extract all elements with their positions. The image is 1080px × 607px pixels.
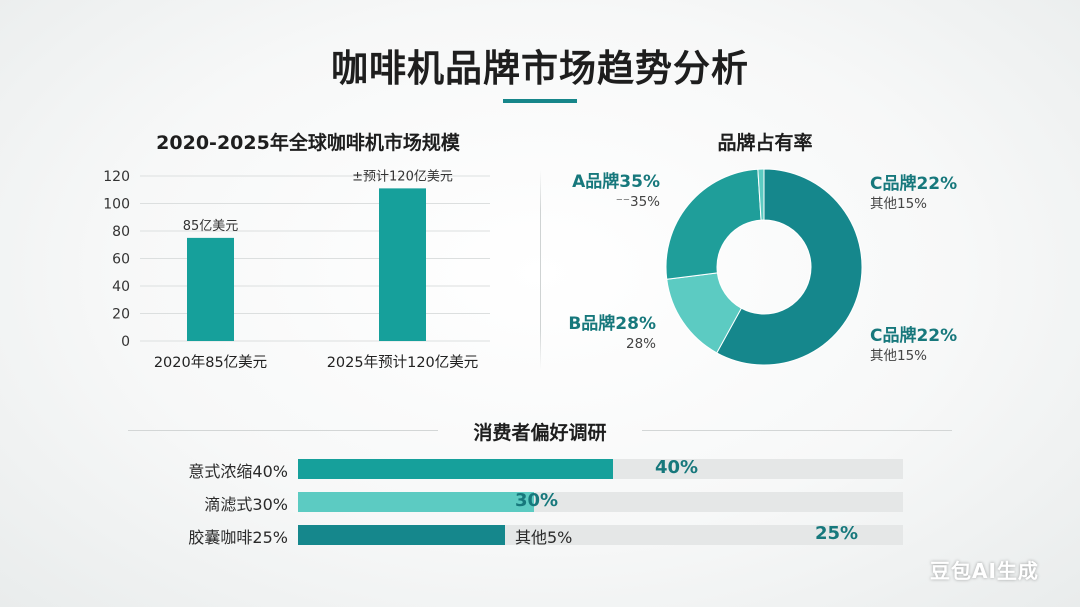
watermark: 豆包AI生成: [930, 559, 1039, 583]
hbar-track: [298, 525, 903, 545]
pie-chart-title: 品牌占有率: [717, 132, 813, 154]
hbar-fill: [298, 459, 613, 479]
y-tick-label: 20: [112, 307, 130, 323]
y-tick-label: 100: [103, 197, 130, 213]
y-tick-label: 0: [121, 334, 130, 350]
section-divider-right: [642, 430, 952, 431]
slice-sublabel: ⁻⁻35%: [616, 194, 660, 210]
slice-label: B品牌28%: [568, 313, 656, 334]
slice-sublabel: 其他15%: [870, 348, 927, 364]
hbar-value-label: 30%: [515, 490, 559, 511]
hbar-value-label: 25%: [815, 523, 859, 544]
bar-data-label: ±预计120亿美元: [352, 169, 453, 184]
survey-title: 消费者偏好调研: [473, 422, 607, 444]
hbar-track: [298, 459, 903, 479]
hbar-category-label: 胶囊咖啡25%: [188, 528, 288, 547]
x-category-label: 2020年85亿美元: [154, 354, 267, 371]
slice-label: C品牌22%: [870, 173, 957, 194]
y-tick-label: 60: [112, 252, 130, 268]
market-size-bar-chart: 0 20 40 60 80 100 120 85亿美元 2020年85亿美元 ±预计120亿美元 2…: [103, 169, 490, 371]
hbar-track: [298, 492, 903, 512]
x-category-label: 2025年预计120亿美元: [327, 354, 479, 371]
hbar-category-label: 滴滤式30%: [204, 495, 288, 514]
y-tick-label: 120: [103, 169, 130, 185]
slice-sublabel: 28%: [626, 336, 656, 352]
slice-label: C品牌22%: [870, 325, 957, 346]
hbar-fill: [298, 492, 534, 512]
bar: [379, 188, 426, 341]
bar: [187, 237, 234, 341]
hbar-category-label: 意式浓缩40%: [188, 462, 288, 481]
y-tick-label: 40: [112, 279, 130, 295]
section-divider-left: [128, 430, 438, 431]
brand-share-donut-chart: C品牌22% 其他15% B品牌28% 28% A品牌35% ⁻⁻35% C品牌22% 其他1…: [568, 168, 957, 366]
donut-slice: [757, 168, 765, 221]
hbar-note: 其他5%: [515, 528, 573, 547]
hbar-fill: [298, 525, 505, 545]
donut-slice: [665, 168, 762, 280]
page-title: 咖啡机品牌市场趋势分析: [331, 47, 749, 90]
y-tick-label: 80: [112, 224, 130, 240]
title-underline: [503, 99, 577, 103]
donut-slice: [716, 168, 863, 366]
slice-label: A品牌35%: [572, 171, 660, 192]
slice-sublabel: 其他15%: [870, 196, 927, 212]
bar-data-label: 85亿美元: [183, 219, 239, 234]
vertical-divider: [540, 170, 541, 370]
hbar-value-label: 40%: [655, 457, 699, 478]
bar-chart-title: 2020-2025年全球咖啡机市场规模: [156, 132, 460, 154]
